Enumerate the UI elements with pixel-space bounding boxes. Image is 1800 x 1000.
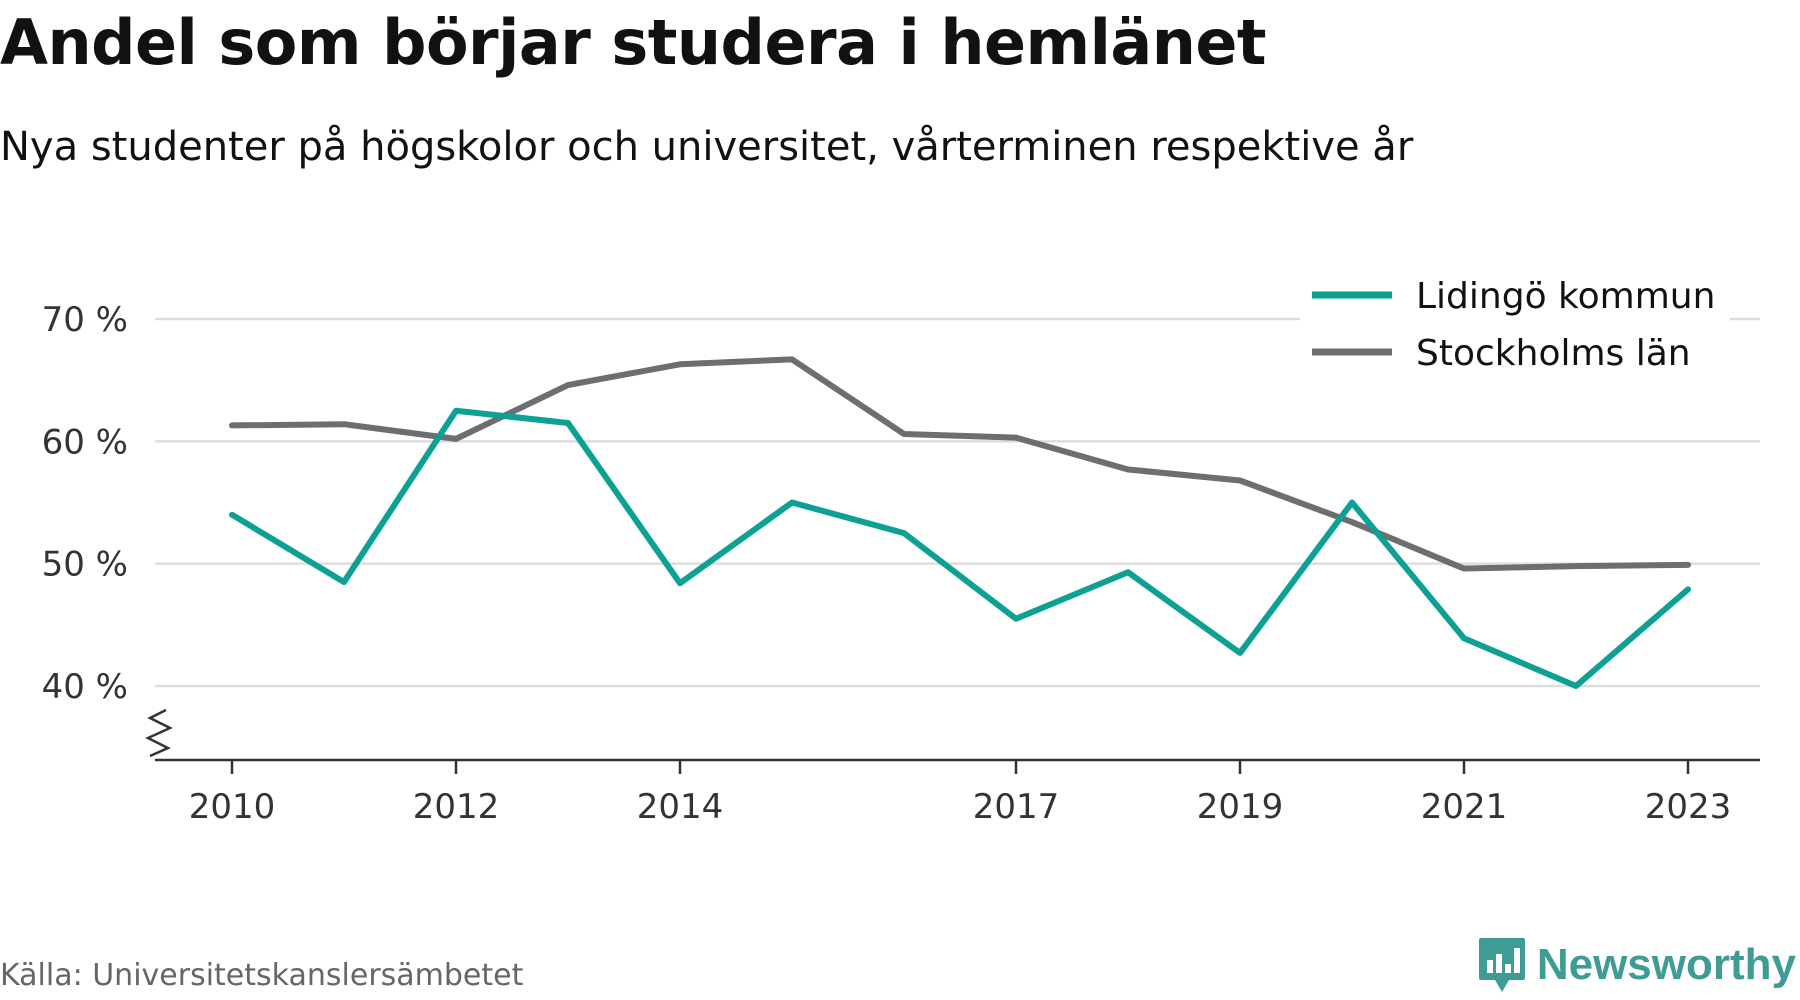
axis-break-marker bbox=[145, 708, 173, 758]
x-tick-label: 2010 bbox=[189, 787, 276, 827]
series-lines bbox=[229, 356, 1691, 689]
legend-label: Lidingö kommun bbox=[1416, 276, 1715, 317]
y-axis: 40 % 50 % 60 % 70 % bbox=[42, 300, 128, 707]
chart-title: Andel som börjar studera i hemlänet bbox=[0, 6, 1267, 79]
legend-label: Stockholms län bbox=[1416, 333, 1691, 374]
x-tick-label: 2019 bbox=[1197, 787, 1284, 827]
x-axis: 2010 2012 2014 2017 2019 2021 2023 bbox=[145, 708, 1760, 827]
x-tick-label: 2023 bbox=[1645, 787, 1732, 827]
brand-name: Newsworthy bbox=[1536, 940, 1796, 989]
x-tick-label: 2021 bbox=[1421, 787, 1508, 827]
x-tick-label: 2017 bbox=[973, 787, 1060, 827]
x-tick-label: 2014 bbox=[637, 787, 724, 827]
y-tick-label: 70 % bbox=[42, 300, 128, 340]
y-tick-label: 40 % bbox=[42, 667, 128, 707]
chart-subtitle: Nya studenter på högskolor och universit… bbox=[0, 124, 1414, 170]
legend-background bbox=[1300, 270, 1730, 382]
legend: Lidingö kommun Stockholms län bbox=[1300, 270, 1730, 382]
x-tick-label: 2012 bbox=[413, 787, 500, 827]
series-line-lidingo bbox=[229, 407, 1691, 689]
source-note: Källa: Universitetskanslersämbetet bbox=[0, 958, 524, 993]
bar-chart-badge-icon bbox=[1478, 938, 1525, 992]
y-tick-label: 60 % bbox=[42, 422, 128, 462]
series-line-stockholm bbox=[229, 356, 1691, 572]
brand-logo: Newsworthy bbox=[1477, 936, 1796, 994]
y-tick-label: 50 % bbox=[42, 545, 128, 585]
